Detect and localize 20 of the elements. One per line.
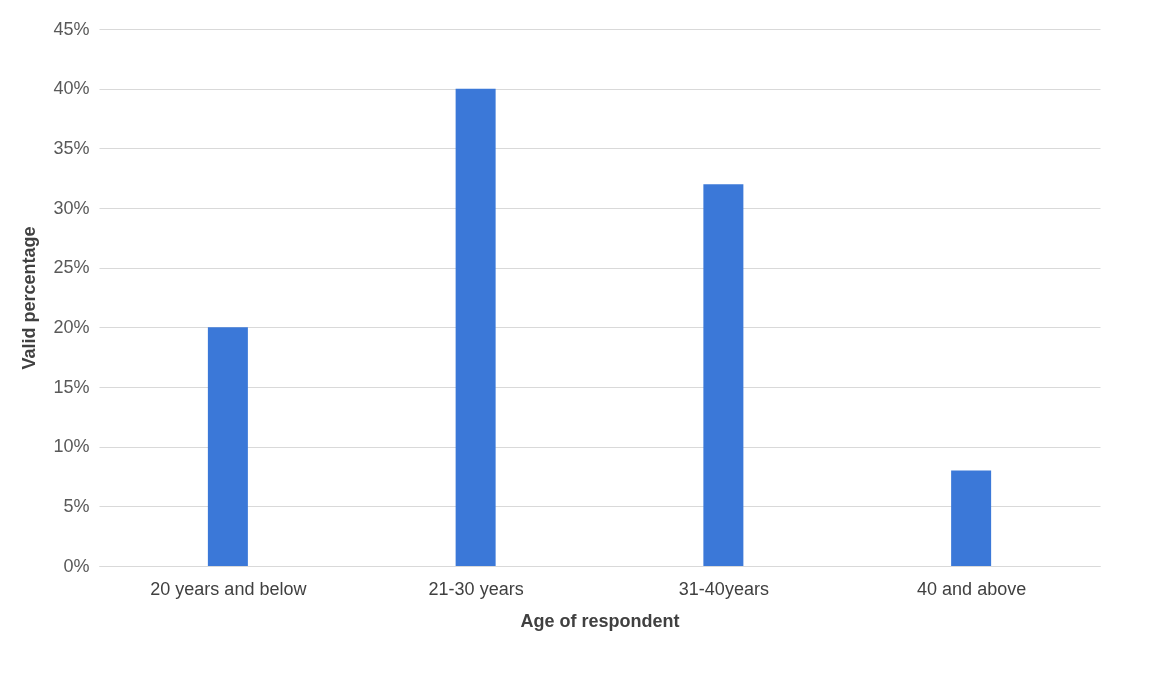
- x-axis-title: Age of respondent: [520, 610, 680, 631]
- y-tick-label: 0%: [63, 555, 90, 576]
- bar: [703, 184, 744, 566]
- y-tick-label: 25%: [53, 257, 90, 278]
- x-tick-label: 21-30 years: [428, 578, 524, 599]
- y-tick-label: 20%: [53, 316, 90, 337]
- bar: [207, 327, 248, 566]
- y-tick-label: 5%: [63, 495, 90, 516]
- y-axis-title: Valid percentage: [19, 226, 40, 370]
- x-tick-label: 31-40years: [678, 578, 769, 599]
- x-tick-label: 40 and above: [917, 578, 1027, 599]
- y-tick-label: 15%: [53, 376, 90, 397]
- bar: [951, 470, 992, 566]
- x-tick-label: 20 years and below: [150, 578, 308, 599]
- bar: [455, 88, 496, 566]
- y-tick-label: 35%: [53, 137, 90, 158]
- y-tick-label: 30%: [53, 197, 90, 218]
- y-tick-label: 45%: [53, 18, 90, 39]
- y-tick-label: 10%: [53, 436, 90, 457]
- y-tick-label: 40%: [53, 78, 90, 99]
